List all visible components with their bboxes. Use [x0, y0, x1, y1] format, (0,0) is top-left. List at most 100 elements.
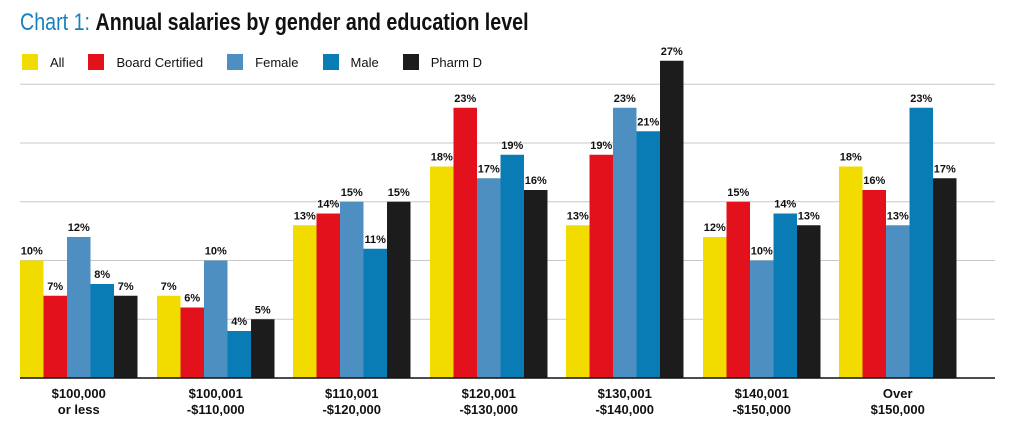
data-label: 8%: [94, 269, 110, 281]
data-label: 16%: [525, 175, 547, 187]
bar-all-group-6: [703, 237, 727, 378]
legend-swatch: [402, 54, 419, 70]
bar-all-group-5: [566, 225, 590, 378]
x-tick-label: $100,000: [52, 386, 106, 401]
bar-board-certified-group-2: [180, 307, 204, 378]
data-label: 19%: [501, 140, 523, 152]
data-label: 14%: [774, 199, 796, 211]
data-label: 12%: [68, 222, 90, 234]
legend-swatch: [227, 54, 244, 70]
x-tick-label: -$140,000: [595, 402, 654, 417]
bar-pharm-d-group-3: [387, 201, 411, 378]
bar-board-certified-group-6: [726, 201, 750, 378]
x-tick-label: $100,001: [189, 386, 243, 401]
data-label: 27%: [661, 46, 683, 58]
x-tick-label: -$130,000: [459, 402, 518, 417]
legend-item-board-certified: Board Certified: [88, 54, 203, 70]
bar-male-group-2: [227, 331, 251, 378]
data-label: 16%: [863, 175, 885, 187]
bar-all-group-7: [839, 166, 863, 378]
data-label: 7%: [118, 281, 134, 293]
data-label: 4%: [231, 316, 247, 328]
data-label: 10%: [751, 246, 773, 258]
legend-label: Male: [350, 54, 379, 70]
chart-title: Chart 1: Annual salaries by gender and e…: [20, 8, 529, 38]
bar-pharm-d-group-6: [797, 225, 821, 378]
bar-female-group-6: [750, 260, 774, 378]
data-label: 23%: [910, 93, 932, 105]
bar-male-group-3: [363, 248, 387, 378]
legend-swatch: [322, 54, 339, 70]
x-tick-label: -$120,000: [322, 402, 381, 417]
legend-label: All: [50, 54, 65, 70]
data-label: 13%: [887, 210, 909, 222]
bar-pharm-d-group-1: [114, 295, 138, 378]
bar-all-group-3: [293, 225, 317, 378]
data-label: 14%: [317, 199, 339, 211]
bar-board-certified-group-1: [43, 295, 67, 378]
legend-item-pharm-d: Pharm D: [402, 54, 483, 70]
bar-board-certified-group-3: [316, 213, 340, 378]
x-tick-label: -$150,000: [732, 402, 791, 417]
bar-all-group-4: [430, 166, 454, 378]
data-label: 15%: [388, 187, 410, 199]
legend-label: Female: [255, 54, 299, 70]
data-label: 21%: [637, 116, 659, 128]
data-label: 18%: [840, 152, 862, 164]
legend-item-all: All: [22, 54, 64, 70]
data-label: 10%: [21, 246, 43, 258]
x-tick-label: $110,001: [325, 386, 379, 401]
bar-male-group-6: [773, 213, 797, 378]
bar-board-certified-group-4: [453, 107, 477, 378]
x-tick-label: or less: [58, 402, 100, 417]
data-label: 13%: [567, 210, 589, 222]
bar-female-group-3: [340, 201, 364, 378]
bar-female-group-4: [477, 178, 501, 378]
data-label: 15%: [341, 187, 363, 199]
bar-pharm-d-group-2: [251, 319, 275, 378]
data-label: 17%: [934, 163, 956, 175]
data-label: 18%: [431, 152, 453, 164]
chart-legend: All Board Certified Female Male Pharm D: [22, 52, 506, 72]
legend-label: Board Certified: [116, 54, 204, 70]
bar-female-group-7: [886, 225, 910, 378]
x-tick-label: -$110,000: [187, 402, 245, 417]
legend-swatch: [88, 54, 105, 70]
data-label: 19%: [590, 140, 612, 152]
bar-all-group-2: [157, 295, 181, 378]
bar-pharm-d-group-5: [660, 60, 684, 378]
chart-title-prefix: Chart 1:: [20, 9, 91, 36]
data-label: 13%: [294, 210, 316, 222]
bar-pharm-d-group-4: [524, 190, 548, 378]
bar-male-group-5: [636, 131, 660, 378]
x-tick-label: Over: [883, 386, 913, 401]
data-label: 10%: [205, 246, 227, 258]
bar-female-group-5: [613, 107, 637, 378]
bar-female-group-2: [204, 260, 228, 378]
data-label: 13%: [798, 210, 820, 222]
bar-board-certified-group-7: [862, 190, 886, 378]
legend-item-female: Female: [227, 54, 299, 70]
data-label: 12%: [704, 222, 726, 234]
data-label: 23%: [454, 93, 476, 105]
data-label: 6%: [184, 293, 200, 305]
bar-all-group-1: [20, 260, 44, 378]
bar-male-group-4: [500, 154, 524, 378]
chart-title-main: Annual salaries by gender and education …: [95, 9, 529, 36]
data-label: 23%: [614, 93, 636, 105]
data-label: 11%: [365, 234, 387, 246]
data-label: 5%: [255, 304, 271, 316]
legend-label: Pharm D: [430, 54, 483, 70]
bar-board-certified-group-5: [589, 154, 613, 378]
bar-male-group-7: [909, 107, 933, 378]
data-label: 15%: [727, 187, 749, 199]
legend-swatch: [22, 54, 38, 70]
data-label: 7%: [161, 281, 177, 293]
x-tick-label: $140,001: [735, 386, 789, 401]
x-tick-label: $130,001: [598, 386, 652, 401]
bar-female-group-1: [67, 237, 91, 378]
bar-pharm-d-group-7: [933, 178, 957, 378]
x-tick-label: $120,001: [462, 386, 516, 401]
data-label: 7%: [47, 281, 63, 293]
